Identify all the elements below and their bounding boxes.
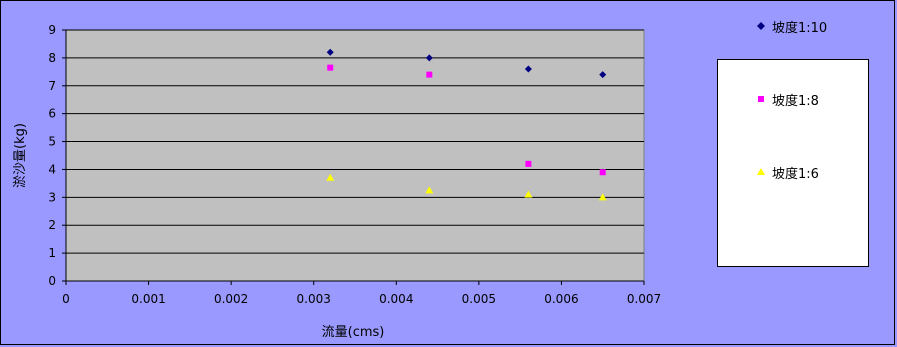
x-tick-label: 0.006 (544, 292, 578, 306)
y-tick-label: 4 (48, 162, 56, 176)
x-tick-label: 0.003 (297, 292, 331, 306)
y-tick-label: 1 (48, 246, 56, 260)
legend-label: 坡度1:8 (772, 93, 819, 109)
x-tick-label: 0.004 (379, 292, 413, 306)
y-tick-label: 0 (48, 274, 56, 288)
legend-marker-diamond-icon (756, 19, 768, 33)
x-tick-label: 0.005 (462, 292, 496, 306)
data-point-square (426, 71, 433, 78)
legend-label: 坡度1:6 (772, 166, 819, 182)
x-tick-label: 0 (62, 292, 70, 306)
x-tick-label: 0.002 (214, 292, 248, 306)
y-axis-title: 淤沙量(kg) (13, 123, 28, 188)
data-point-triangle (326, 173, 335, 181)
data-point-diamond (425, 54, 433, 62)
y-tick-label: 2 (48, 218, 56, 232)
x-tick-label: 0.001 (131, 292, 165, 306)
legend-marker-square-icon (756, 92, 768, 106)
data-point-triangle (425, 186, 434, 194)
data-point-square (327, 64, 334, 71)
y-tick-label: 9 (48, 23, 56, 37)
legend-item-series-2: 坡度1:8 (756, 90, 819, 109)
legend-item-series-3: 坡度1:6 (756, 163, 819, 182)
x-tick-label: 0.007 (627, 292, 661, 306)
data-point-triangle (524, 190, 533, 198)
data-point-square (599, 169, 606, 176)
data-point-diamond (326, 48, 334, 56)
legend: 坡度1:10 坡度1:8 坡度1:6 (717, 21, 869, 267)
data-point-diamond (599, 71, 607, 79)
data-point-square (525, 160, 532, 167)
legend-item-series-1: 坡度1:10 (756, 17, 828, 36)
legend-label: 坡度1:10 (772, 20, 828, 36)
legend-marker-triangle-icon (756, 165, 768, 179)
y-tick-label: 5 (48, 135, 56, 149)
y-tick-label: 3 (48, 190, 56, 204)
y-tick-label: 7 (48, 79, 56, 93)
y-tick-label: 6 (48, 107, 56, 121)
data-point-triangle (598, 193, 607, 201)
y-tick-label: 8 (48, 51, 56, 65)
x-axis-title: 流量(cms) (322, 325, 385, 340)
data-point-diamond (524, 65, 532, 73)
plot-area (65, 29, 645, 282)
